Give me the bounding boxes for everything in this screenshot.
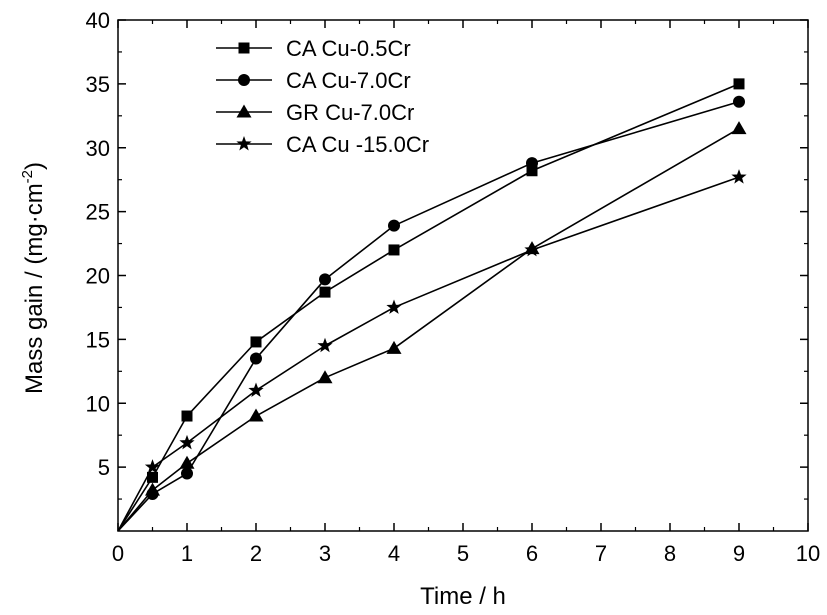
data-point-2-2 [179, 455, 195, 469]
x-tick-labels: 0 1 2 3 4 5 6 7 8 9 10 [112, 541, 820, 566]
data-point-2-4 [317, 370, 333, 384]
data-point-0-3 [250, 336, 262, 348]
x-tick-label-7: 7 [595, 541, 607, 566]
x-tick-label-0: 0 [112, 541, 124, 566]
data-point-0-1 [147, 471, 158, 483]
x-tick-label-9: 9 [733, 541, 745, 566]
y-tick-label-2: 15 [86, 327, 110, 352]
x-tick-label-1: 1 [181, 541, 193, 566]
legend-label-2: GR Cu-7.0Cr [286, 100, 414, 125]
legend-entry-2: GR Cu-7.0Cr [216, 100, 414, 125]
series-layer [117, 78, 747, 532]
series-1 [117, 95, 745, 532]
data-point-2-1 [145, 482, 160, 496]
data-point-3-5 [386, 299, 402, 314]
x-axis-title: Time / h [420, 583, 506, 610]
series-line-1 [117, 100, 740, 532]
y-axis-title-group: Mass gain / (mg·cm-2) [19, 162, 48, 394]
series-3 [117, 169, 747, 532]
y-axis-title-main: Mass gain / (mg·cm [21, 183, 48, 394]
data-point-0-6 [526, 165, 538, 177]
legend-marker-0 [238, 42, 250, 54]
series-2 [117, 121, 747, 532]
legend-marker-3 [236, 136, 252, 151]
y-axis-title-close: ) [21, 162, 48, 170]
data-point-3-6 [524, 241, 540, 257]
data-point-3-2 [179, 434, 195, 450]
plot-frame [117, 19, 809, 532]
legend-label-0: CA Cu-0.5Cr [286, 36, 411, 61]
data-point-1-3 [250, 352, 262, 365]
legend-entry-1: CA Cu-7.0Cr [216, 68, 411, 93]
x-tick-label-10: 10 [796, 541, 820, 566]
axis-ticks [117, 19, 809, 531]
plot-area: 0 1 2 3 4 5 6 7 8 9 10 5 10 15 20 25 30 35 40 [86, 8, 821, 566]
legend-label-1: CA Cu-7.0Cr [286, 68, 411, 93]
x-tick-label-3: 3 [319, 541, 331, 566]
series-line-0 [117, 83, 740, 532]
y-tick-label-3: 20 [86, 264, 110, 289]
data-point-1-7 [733, 95, 745, 108]
legend-marker-1 [238, 74, 250, 86]
data-point-0-5 [388, 244, 400, 256]
legend-entry-0: CA Cu-0.5Cr [216, 36, 411, 61]
data-point-0-4 [319, 286, 331, 298]
y-tick-label-7: 40 [86, 8, 110, 33]
data-point-3-3 [248, 382, 264, 397]
y-tick-label-4: 25 [86, 200, 110, 225]
data-point-3-7 [731, 169, 747, 184]
y-tick-label-6: 35 [86, 72, 110, 97]
data-point-2-5 [386, 340, 402, 354]
x-tick-label-4: 4 [388, 541, 400, 566]
data-point-0-2 [181, 410, 193, 422]
y-axis-title-superscript: -2 [19, 170, 36, 183]
y-tick-label-1: 10 [86, 391, 110, 416]
y-tick-labels: 5 10 15 20 25 30 35 40 [86, 8, 110, 480]
data-point-1-4 [319, 273, 331, 286]
data-point-1-2 [181, 467, 193, 480]
data-point-2-3 [248, 408, 264, 422]
legend-entry-3: CA Cu -15.0Cr [216, 132, 429, 157]
series-0 [117, 78, 745, 532]
x-tick-label-5: 5 [457, 541, 469, 566]
y-tick-label-0: 5 [98, 455, 110, 480]
y-axis-title: Mass gain / (mg·cm-2) [19, 162, 48, 394]
y-tick-label-5: 30 [86, 136, 110, 161]
data-point-3-1 [144, 459, 161, 474]
x-tick-label-6: 6 [526, 541, 538, 566]
data-point-1-5 [388, 219, 400, 232]
x-tick-label-8: 8 [664, 541, 676, 566]
data-point-0-7 [733, 78, 745, 90]
series-line-3 [117, 176, 740, 532]
data-point-3-4 [317, 337, 333, 353]
data-point-1-6 [526, 157, 538, 170]
legend-label-3: CA Cu -15.0Cr [286, 132, 429, 157]
series-line-2 [117, 127, 740, 532]
x-tick-label-2: 2 [250, 541, 262, 566]
legend-marker-2 [236, 104, 252, 118]
data-point-2-7 [731, 121, 747, 135]
legend: CA Cu-0.5Cr CA Cu-7.0Cr GR Cu-7.0Cr CA Cu -… [216, 36, 429, 157]
